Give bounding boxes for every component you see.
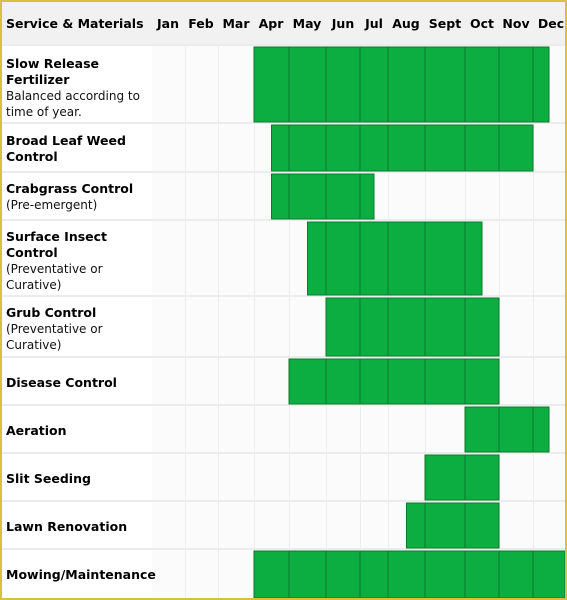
- service-name: Crabgrass Control: [6, 181, 134, 196]
- grid-line: [218, 44, 219, 598]
- service-name: Slit Seeding: [6, 471, 91, 486]
- grid-line: [565, 44, 566, 598]
- row-label: Disease Control: [6, 375, 146, 391]
- month-label: Nov: [502, 16, 530, 31]
- month-label: Jan: [157, 16, 179, 31]
- bar-rect: [464, 406, 550, 453]
- bar: [253, 550, 565, 598]
- bar: [325, 297, 500, 357]
- bar-rect: [253, 550, 565, 598]
- bar: [253, 46, 550, 123]
- service-name: Surface Insect Control: [6, 229, 108, 260]
- row-label: Aeration: [6, 423, 146, 439]
- service-name: Mowing/Maintenance: [6, 567, 156, 582]
- row-label: Mowing/Maintenance: [6, 567, 156, 583]
- grid-line: [533, 44, 534, 598]
- bar-rect: [307, 221, 483, 296]
- bar: [288, 358, 500, 405]
- bar-rect: [271, 124, 534, 172]
- service-name: Grub Control: [6, 305, 97, 320]
- service-note: (Preventative or Curative): [6, 322, 103, 352]
- bar-rect: [325, 297, 500, 357]
- month-label: Apr: [258, 16, 284, 31]
- row-label: Lawn Renovation: [6, 519, 146, 535]
- row-separator: [2, 219, 565, 221]
- month-label: Feb: [188, 16, 214, 31]
- bar: [307, 221, 483, 296]
- service-name: Lawn Renovation: [6, 519, 128, 534]
- row-label: Slit Seeding: [6, 471, 146, 487]
- service-name: Disease Control: [6, 375, 117, 390]
- row-separator: [2, 548, 565, 550]
- row-separator: [2, 44, 565, 46]
- row-separator: [2, 404, 565, 406]
- header-row: Service & Materials: [2, 2, 565, 44]
- month-label: Sept: [428, 16, 462, 31]
- bar: [464, 406, 550, 453]
- month-label: Aug: [392, 16, 420, 31]
- row-separator: [2, 356, 565, 358]
- month-label: Oct: [469, 16, 494, 31]
- row-label: Broad Leaf Weed Control: [6, 133, 146, 165]
- service-name: Broad Leaf Weed Control: [6, 133, 126, 164]
- bar-rect: [253, 46, 550, 123]
- row-label: Slow Release Fertilizer Balanced accordin…: [6, 56, 146, 120]
- row-separator: [2, 122, 565, 124]
- month-label: Jun: [331, 16, 355, 31]
- bar: [424, 454, 500, 501]
- service-note: Balanced according to time of year.: [6, 89, 140, 119]
- bar: [406, 502, 500, 549]
- row-separator: [2, 295, 565, 297]
- month-label: Dec: [537, 16, 565, 31]
- grid-line: [185, 44, 186, 598]
- service-header: Service & Materials: [6, 16, 144, 31]
- row-label: Grub Control (Preventative or Curative): [6, 305, 146, 353]
- bar-rect: [271, 173, 375, 220]
- row-label: Surface Insect Control (Preventative or C…: [6, 229, 146, 293]
- bar: [271, 124, 534, 172]
- service-name: Aeration: [6, 423, 67, 438]
- grid-line: [254, 44, 255, 598]
- bar-rect: [288, 358, 500, 405]
- row-separator: [2, 452, 565, 454]
- row-separator: [2, 500, 565, 502]
- bar-rect: [424, 454, 500, 501]
- service-note: (Pre-emergent): [6, 198, 98, 212]
- bar-rect: [406, 502, 500, 549]
- bar: [271, 173, 375, 220]
- service-name: Slow Release Fertilizer: [6, 56, 99, 87]
- month-label: Jul: [365, 16, 383, 31]
- month-label: May: [292, 16, 322, 31]
- row-separator: [2, 171, 565, 173]
- grid-line: [289, 44, 290, 598]
- service-note: (Preventative or Curative): [6, 262, 103, 292]
- row-label: Crabgrass Control (Pre-emergent): [6, 181, 146, 213]
- month-label: Mar: [222, 16, 250, 31]
